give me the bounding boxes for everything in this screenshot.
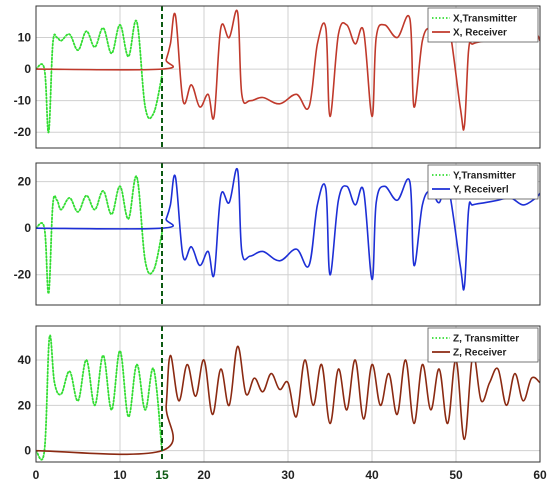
series-line-transmitter — [36, 334, 163, 461]
x-tick-label: 30 — [281, 468, 295, 482]
series-line-receiver — [36, 167, 540, 291]
legend-box — [427, 164, 539, 200]
y-tick-label: -20 — [14, 268, 32, 282]
x-tick-label: 60 — [533, 468, 547, 482]
plot-frame — [35, 325, 541, 463]
plot-frame — [35, 162, 541, 306]
x-tick-label: 10 — [113, 468, 127, 482]
y-tick-label: -20 — [14, 125, 32, 139]
y-tick-label: 40 — [18, 353, 32, 367]
y-tick-label: 0 — [24, 444, 31, 458]
series-line-receiver — [36, 9, 540, 131]
legend-label: X, Receiver — [453, 28, 507, 39]
y-tick-label: -10 — [14, 94, 32, 108]
x-tick-label: 0 — [33, 468, 40, 482]
x-panel: -20 -10 0 10 X,Transmitter X, Receiver — [14, 5, 541, 149]
y-tick-label: 20 — [18, 398, 32, 412]
y-tick-label: 10 — [18, 31, 32, 45]
y-panel: -20 0 20 Y,Transmitter Y, Receiverl — [14, 162, 541, 306]
plot-frame — [35, 5, 541, 149]
legend-label: X,Transmitter — [453, 14, 517, 25]
z-panel: 0 20 40 0 10 15 20 30 40 50 60 Z, Transmitter Z, Rec… — [18, 325, 547, 482]
x-tick-label: 40 — [365, 468, 379, 482]
legend-box — [427, 7, 539, 43]
y-tick-label: 0 — [24, 221, 31, 235]
legend-label: Z, Receiver — [453, 348, 506, 359]
legend-label: Y, Receiverl — [453, 185, 509, 196]
x-tick-label: 20 — [197, 468, 211, 482]
x-tick-label: 15 — [155, 468, 169, 482]
legend-label: Z, Transmitter — [453, 334, 519, 345]
legend-label: Y,Transmitter — [453, 171, 516, 182]
x-tick-label: 50 — [449, 468, 463, 482]
legend-box — [427, 327, 539, 363]
y-tick-label: 0 — [24, 62, 31, 76]
y-tick-label: 20 — [18, 175, 32, 189]
series-line-transmitter — [36, 19, 163, 134]
